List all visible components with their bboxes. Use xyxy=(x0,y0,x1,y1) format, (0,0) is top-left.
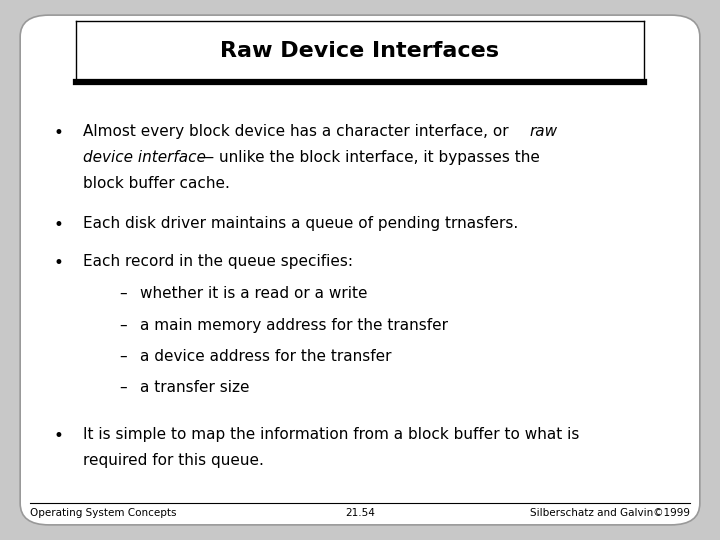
Text: Silberschatz and Galvin©1999: Silberschatz and Galvin©1999 xyxy=(530,508,690,518)
Text: raw: raw xyxy=(529,124,557,139)
Text: –: – xyxy=(119,349,127,364)
Text: •: • xyxy=(54,427,64,444)
Text: Raw Device Interfaces: Raw Device Interfaces xyxy=(220,41,500,62)
Text: a transfer size: a transfer size xyxy=(140,380,250,395)
Text: device interface: device interface xyxy=(83,150,206,165)
Text: •: • xyxy=(54,216,64,234)
Text: •: • xyxy=(54,254,64,272)
Text: a device address for the transfer: a device address for the transfer xyxy=(140,349,392,364)
Text: — unlike the block interface, it bypasses the: — unlike the block interface, it bypasse… xyxy=(194,150,540,165)
Text: 21.54: 21.54 xyxy=(345,508,375,518)
Text: whether it is a read or a write: whether it is a read or a write xyxy=(140,286,368,301)
Text: a main memory address for the transfer: a main memory address for the transfer xyxy=(140,318,449,333)
Text: It is simple to map the information from a block buffer to what is: It is simple to map the information from… xyxy=(83,427,579,442)
Text: –: – xyxy=(119,318,127,333)
Text: •: • xyxy=(54,124,64,142)
Bar xyxy=(76,22,644,81)
Text: Each record in the queue specifies:: Each record in the queue specifies: xyxy=(83,254,353,269)
Text: Almost every block device has a character interface, or: Almost every block device has a characte… xyxy=(83,124,513,139)
Text: required for this queue.: required for this queue. xyxy=(83,453,264,468)
Text: Operating System Concepts: Operating System Concepts xyxy=(30,508,176,518)
FancyBboxPatch shape xyxy=(20,15,700,525)
Text: block buffer cache.: block buffer cache. xyxy=(83,176,230,191)
Text: –: – xyxy=(119,286,127,301)
Text: Each disk driver maintains a queue of pending trnasfers.: Each disk driver maintains a queue of pe… xyxy=(83,216,518,231)
Text: –: – xyxy=(119,380,127,395)
